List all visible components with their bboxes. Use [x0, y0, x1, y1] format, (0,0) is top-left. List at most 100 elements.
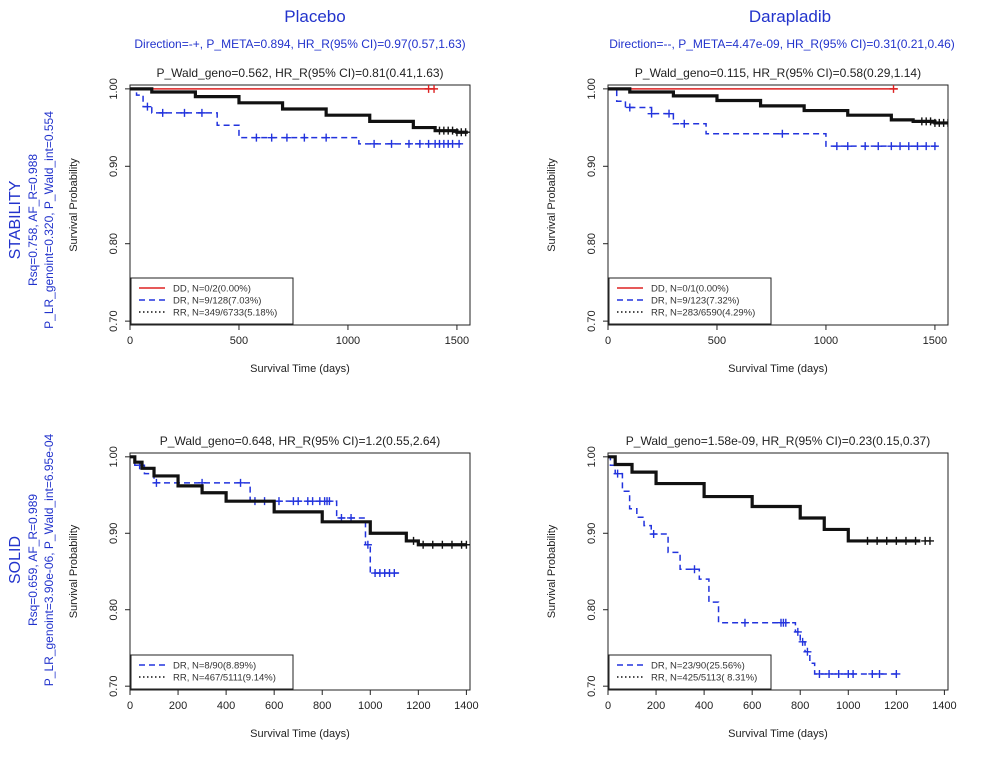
censor-mark-DR	[834, 669, 843, 678]
censor-mark-RR	[925, 536, 934, 545]
x-tick-label: 400	[217, 700, 235, 712]
row-stats-line1-solid: Rsq=0.659, AF_R=0.989	[26, 494, 40, 626]
km-curve-RR	[130, 87, 468, 134]
censor-mark-DR	[294, 497, 303, 506]
plot-frame	[129, 84, 471, 326]
censor-mark-DR	[282, 133, 291, 142]
censor-mark-DR	[665, 109, 674, 118]
y-axis-label: Survival Probability	[546, 158, 558, 252]
panel-solid-darapladib: P_Wald_geno=1.58e-09, HR_R(95% CI)=0.23(…	[546, 434, 957, 740]
x-tick-label: 1000	[336, 335, 360, 347]
series-group	[130, 85, 470, 148]
km-curve-RR	[130, 455, 467, 547]
x-tick-label: 1000	[836, 700, 860, 712]
censor-mark-DR	[404, 139, 413, 148]
censor-mark-DR	[798, 637, 807, 646]
chart-title: P_Wald_geno=0.115, HR_R(95% CI)=0.58(0.2…	[635, 66, 921, 80]
row-title-solid: SOLID	[7, 536, 24, 584]
censor-mark-RR	[428, 540, 437, 549]
x-tick-label: 1200	[406, 700, 430, 712]
censor-mark-DR	[825, 669, 834, 678]
censor-mark-DR	[252, 133, 261, 142]
legend-label-DR: DR, N=8/90(8.89%)	[173, 661, 256, 672]
censor-mark-DR	[793, 627, 802, 636]
series-group	[608, 85, 948, 151]
censor-mark-DR	[387, 139, 396, 148]
censor-mark-DR	[613, 469, 622, 478]
y-tick-label: 0.90	[586, 156, 598, 177]
censor-mark-DR	[930, 142, 939, 151]
km-curve-DR	[130, 88, 464, 145]
legend-label-DD: DD, N=0/1(0.00%)	[651, 284, 729, 295]
legend: DR, N=8/90(8.89%)RR, N=467/5111(9.14%)	[130, 654, 294, 690]
censor-mark-DR	[143, 102, 152, 111]
y-axis-label: Survival Probability	[546, 524, 558, 618]
series-group	[608, 455, 934, 678]
column-title-darapladib: Darapladib	[749, 7, 831, 26]
censor-mark-DR	[300, 133, 309, 142]
legend-label-DR: DR, N=23/90(25.56%)	[651, 661, 745, 672]
censor-mark-DR	[896, 142, 905, 151]
y-tick-label: 0.70	[586, 675, 598, 696]
censor-mark-DR	[803, 647, 812, 656]
x-tick-label: 0	[127, 335, 133, 347]
y-tick-label: 1.00	[108, 446, 120, 467]
censor-mark-DR	[861, 142, 870, 151]
censor-mark-DR	[625, 103, 634, 112]
chart-title: P_Wald_geno=0.648, HR_R(95% CI)=1.2(0.55…	[160, 434, 440, 448]
censor-mark-RR	[462, 540, 470, 549]
censor-mark-RR	[944, 118, 948, 127]
censor-mark-DR	[390, 569, 399, 578]
x-tick-label: 600	[265, 700, 283, 712]
row-stats-line2-stability: P_LR_genoint=0.320, P_Wald_int=0.554	[42, 111, 56, 329]
x-axis-label: Survival Time (days)	[250, 728, 350, 740]
censor-mark-DR	[875, 669, 884, 678]
column-subtitle-darapladib: Direction=--, P_META=4.47e-09, HR_R(95% …	[609, 37, 955, 51]
censor-mark-DR	[680, 119, 689, 128]
row-stats-line1-stability: Rsq=0.758, AF_R=0.988	[26, 154, 40, 286]
y-tick-label: 0.90	[108, 523, 120, 544]
censor-mark-DR	[325, 497, 334, 506]
censor-mark-RR	[409, 536, 418, 545]
censor-mark-DR	[778, 129, 787, 138]
y-tick-label: 0.80	[108, 233, 120, 254]
censor-mark-DR	[267, 133, 276, 142]
y-tick-label: 0.70	[108, 310, 120, 331]
column-subtitle-placebo: Direction=-+, P_META=0.894, HR_R(95% CI)…	[134, 37, 465, 51]
censor-mark-DR	[308, 497, 317, 506]
legend-box	[130, 277, 294, 325]
series-group	[130, 455, 470, 578]
censor-mark-DR	[913, 142, 922, 151]
x-tick-label: 1400	[454, 700, 478, 712]
legend-label-DR: DR, N=9/128(7.03%)	[173, 296, 261, 307]
censor-mark-RR	[882, 536, 891, 545]
legend-label-RR: RR, N=283/6590(4.29%)	[651, 308, 755, 319]
y-tick-label: 0.70	[108, 675, 120, 696]
censor-mark-RR	[926, 117, 935, 126]
censor-mark-DR	[649, 530, 658, 539]
censor-mark-DR	[415, 139, 424, 148]
censor-mark-RR	[448, 126, 457, 135]
row-stats-line2-solid: P_LR_genoint=3.90e-06, P_Wald_int=6.95e-…	[42, 433, 56, 686]
y-tick-label: 0.80	[586, 233, 598, 254]
panels: P_Wald_geno=0.562, HR_R(95% CI)=0.81(0.4…	[68, 66, 957, 740]
censor-mark-DR	[363, 540, 372, 549]
x-tick-label: 0	[127, 700, 133, 712]
y-tick-label: 1.00	[108, 78, 120, 99]
censor-mark-DR	[922, 142, 931, 151]
censor-mark-RR	[419, 540, 428, 549]
censor-mark-DR	[197, 108, 206, 117]
row-label-solid: SOLID Rsq=0.659, AF_R=0.989 P_LR_genoint…	[7, 433, 56, 686]
km-curve-DR	[130, 456, 400, 574]
censor-mark-DR	[274, 497, 283, 506]
x-tick-label: 1200	[884, 700, 908, 712]
censor-mark-DR	[892, 669, 901, 678]
panel-stability-darapladib: P_Wald_geno=0.115, HR_R(95% CI)=0.58(0.2…	[546, 66, 949, 375]
legend-label-DR: DR, N=9/123(7.32%)	[651, 296, 739, 307]
censor-mark-DR	[849, 669, 858, 678]
km-curve-DR	[608, 88, 940, 147]
censor-mark-DD	[430, 85, 439, 93]
x-tick-label: 800	[791, 700, 809, 712]
plot-frame	[129, 452, 471, 691]
y-axis-label: Survival Probability	[68, 158, 80, 252]
